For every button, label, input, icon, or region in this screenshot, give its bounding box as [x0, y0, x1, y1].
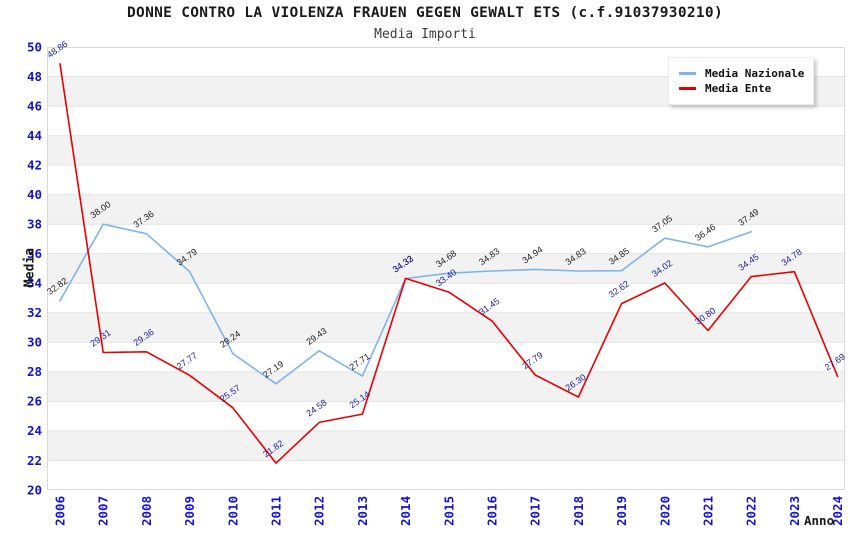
svg-text:2007: 2007: [96, 496, 111, 526]
svg-text:2014: 2014: [398, 496, 413, 526]
line-swatch-icon: [679, 72, 696, 75]
y-axis-title: Media: [22, 247, 38, 288]
svg-text:28: 28: [27, 364, 42, 379]
svg-text:2021: 2021: [701, 496, 716, 526]
svg-text:2012: 2012: [312, 496, 327, 526]
legend-label: Media Ente: [705, 82, 772, 95]
svg-text:2017: 2017: [528, 496, 543, 526]
svg-text:2011: 2011: [269, 496, 284, 526]
svg-text:2009: 2009: [182, 496, 197, 526]
svg-text:26: 26: [27, 394, 42, 409]
svg-text:50: 50: [27, 39, 42, 54]
svg-text:2022: 2022: [744, 496, 759, 526]
svg-text:2006: 2006: [53, 496, 68, 526]
svg-text:48.86: 48.86: [45, 39, 69, 60]
svg-text:36.46: 36.46: [693, 222, 717, 243]
svg-text:2015: 2015: [441, 496, 456, 526]
legend-item-media-nazionale: Media Nazionale: [679, 67, 805, 80]
svg-text:36: 36: [27, 246, 42, 261]
svg-text:2024: 2024: [830, 496, 845, 526]
svg-text:2023: 2023: [787, 496, 802, 526]
svg-text:2013: 2013: [355, 496, 370, 526]
legend-item-media-ente: Media Ente: [679, 82, 805, 95]
svg-text:48: 48: [27, 69, 42, 84]
line-swatch-icon: [679, 87, 696, 90]
svg-text:24: 24: [27, 423, 42, 438]
x-axis-title: Anno: [804, 513, 835, 528]
chart-subtitle: Media Importi: [374, 27, 476, 42]
svg-text:30: 30: [27, 335, 42, 350]
svg-text:2018: 2018: [571, 496, 586, 526]
svg-text:46: 46: [27, 98, 42, 113]
svg-text:20: 20: [27, 482, 42, 497]
legend-label: Media Nazionale: [705, 67, 805, 80]
svg-text:40: 40: [27, 187, 42, 202]
svg-text:2008: 2008: [139, 496, 154, 526]
svg-text:2016: 2016: [485, 496, 500, 526]
svg-text:27.77: 27.77: [175, 350, 199, 371]
svg-text:27.79: 27.79: [520, 350, 544, 371]
svg-text:42: 42: [27, 157, 42, 172]
legend: Media Nazionale Media Ente: [668, 57, 814, 105]
svg-text:34: 34: [27, 276, 42, 291]
chart-title: DONNE CONTRO LA VIOLENZA FRAUEN GEGEN GE…: [127, 5, 723, 21]
svg-text:38: 38: [27, 217, 42, 232]
svg-text:32: 32: [27, 305, 42, 320]
svg-text:22: 22: [27, 453, 42, 468]
svg-text:2010: 2010: [225, 496, 240, 526]
svg-text:2020: 2020: [657, 496, 672, 526]
svg-text:27.71: 27.71: [348, 351, 372, 372]
svg-text:44: 44: [27, 128, 42, 143]
svg-text:2019: 2019: [614, 496, 629, 526]
